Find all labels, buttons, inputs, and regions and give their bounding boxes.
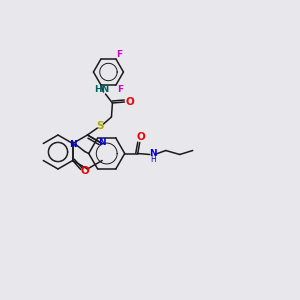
Text: F: F (116, 50, 122, 58)
Text: O: O (136, 133, 145, 142)
Text: N: N (69, 140, 76, 149)
Text: HN: HN (94, 85, 109, 94)
Text: F: F (117, 85, 123, 94)
Text: O: O (125, 97, 134, 107)
Text: H: H (150, 155, 156, 164)
Text: N: N (149, 149, 157, 158)
Text: O: O (80, 167, 89, 176)
Text: N: N (98, 138, 106, 147)
Text: S: S (97, 121, 104, 131)
